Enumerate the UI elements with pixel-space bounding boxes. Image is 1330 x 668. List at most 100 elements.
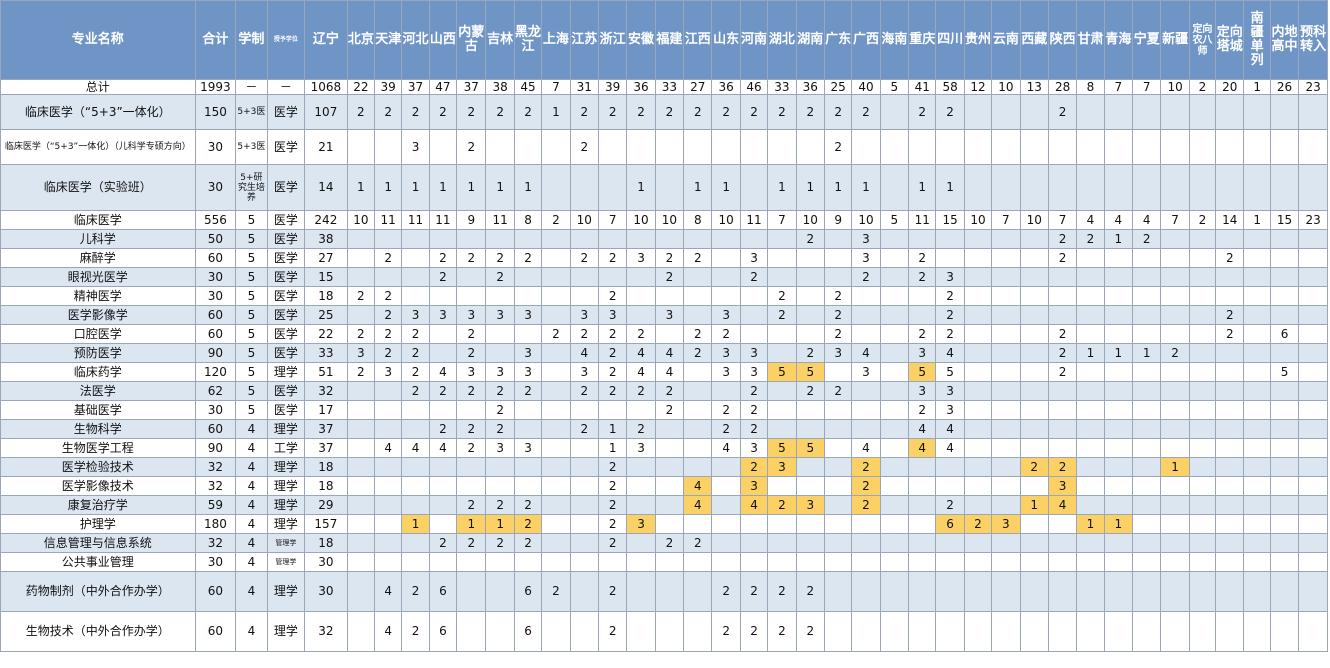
table-cell — [1103, 533, 1134, 553]
table-cell — [1269, 495, 1300, 515]
table-cell — [795, 552, 825, 572]
table-cell: 1993 — [194, 79, 237, 95]
table-cell: 5 — [235, 286, 268, 306]
table-cell — [1298, 94, 1328, 130]
table-cell: 2 — [456, 129, 487, 165]
major-name-cell: 药物制剂（中外合作办学） — [0, 571, 196, 612]
table-cell — [485, 476, 515, 496]
table-cell: 2 — [597, 248, 628, 268]
table-cell: 2 — [456, 324, 487, 344]
table-cell: 理学 — [266, 362, 306, 382]
table-cell: 2 — [739, 94, 769, 130]
table-row: 临床医学 556 5 医学 242 10 11 11 11 9 11 8 2 10 7 10 10 8 10 11 7 1… — [0, 210, 1328, 230]
table-cell — [569, 229, 599, 249]
table-cell: 5 — [235, 343, 268, 363]
table-cell: 3 — [739, 362, 769, 382]
table-cell — [513, 229, 543, 249]
table-cell — [1188, 514, 1217, 534]
table-row: 生物技术（中外合作办学） 60 4 理学 32 4 2 6 6 2 2 2 2 2 — [0, 611, 1328, 652]
table-cell: 2 — [597, 611, 628, 652]
table-cell: 2 — [428, 533, 458, 553]
table-cell — [597, 129, 628, 165]
table-cell — [654, 129, 685, 165]
table-cell — [1076, 611, 1105, 652]
table-cell: 21 — [304, 129, 348, 165]
table-cell: 9 — [456, 210, 487, 230]
major-name-cell: 公共事业管理 — [0, 552, 196, 572]
table-cell — [991, 324, 1021, 344]
table-cell: 1 — [851, 164, 881, 211]
table-cell: 4 — [428, 438, 458, 458]
table-cell: 4 — [654, 362, 685, 382]
header-cell: 甘肃 — [1076, 0, 1105, 80]
header-cell: 内地高中 — [1269, 0, 1300, 80]
table-cell — [1243, 129, 1271, 165]
table-cell — [1215, 381, 1245, 401]
table-cell — [513, 552, 543, 572]
header-cell: 四川 — [935, 0, 965, 80]
table-cell — [1132, 611, 1162, 652]
table-cell — [1243, 400, 1271, 420]
table-cell: 2 — [569, 129, 599, 165]
table-cell: 59 — [194, 495, 237, 515]
table-cell: 30 — [304, 552, 348, 572]
table-cell: 58 — [935, 79, 965, 95]
table-cell — [823, 495, 853, 515]
table-cell — [1269, 552, 1300, 572]
table-cell — [711, 514, 741, 534]
table-cell: 1 — [456, 164, 487, 211]
table-cell: 13 — [1019, 79, 1049, 95]
table-cell: 1 — [823, 164, 853, 211]
table-cell: 30 — [304, 571, 348, 612]
table-cell: 7 — [541, 79, 571, 95]
table-cell: 2 — [485, 267, 515, 287]
table-cell: 2 — [795, 611, 825, 652]
table-cell: 47 — [428, 79, 458, 95]
table-cell — [346, 514, 376, 534]
table-cell — [767, 324, 797, 344]
table-cell: 2 — [683, 533, 713, 553]
table-cell: 2 — [1215, 248, 1245, 268]
table-cell — [1188, 267, 1217, 287]
table-cell: 2 — [456, 495, 487, 515]
table-cell — [935, 611, 965, 652]
table-cell: 2 — [626, 324, 656, 344]
header-cell: 海南 — [879, 0, 910, 80]
table-cell: 62 — [194, 381, 237, 401]
table-cell — [1019, 362, 1049, 382]
table-cell: 3 — [401, 305, 430, 325]
table-cell — [879, 343, 910, 363]
table-cell: 2 — [428, 267, 458, 287]
table-row: 公共事业管理 30 4 管理学 30 — [0, 552, 1328, 572]
table-cell — [963, 324, 993, 344]
table-cell: 15 — [935, 210, 965, 230]
table-cell — [908, 305, 937, 325]
table-cell — [879, 229, 910, 249]
table-cell: 1 — [795, 164, 825, 211]
table-cell — [879, 533, 910, 553]
table-cell: 2 — [626, 94, 656, 130]
table-cell — [1047, 571, 1078, 612]
table-cell — [1188, 229, 1217, 249]
table-cell — [711, 457, 741, 477]
major-name-cell: 口腔医学 — [0, 324, 196, 344]
table-cell: 2 — [711, 611, 741, 652]
table-cell — [1076, 476, 1105, 496]
table-cell — [767, 533, 797, 553]
table-cell: 医学 — [266, 129, 306, 165]
table-cell: 4 — [235, 571, 268, 612]
table-cell: 8 — [513, 210, 543, 230]
table-cell: 107 — [304, 94, 348, 130]
table-cell: 3 — [654, 305, 685, 325]
table-cell — [1269, 94, 1300, 130]
table-cell — [374, 457, 403, 477]
table-cell — [1160, 267, 1190, 287]
table-cell — [626, 305, 656, 325]
table-cell: 2 — [456, 381, 487, 401]
table-cell — [1298, 286, 1328, 306]
table-cell: 5 — [795, 362, 825, 382]
table-cell — [569, 476, 599, 496]
table-cell — [541, 229, 571, 249]
table-cell — [541, 400, 571, 420]
table-cell — [1160, 400, 1190, 420]
